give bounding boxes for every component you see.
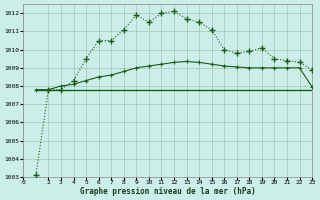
X-axis label: Graphe pression niveau de la mer (hPa): Graphe pression niveau de la mer (hPa): [80, 187, 256, 196]
